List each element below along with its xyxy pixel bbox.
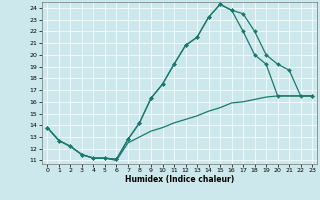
X-axis label: Humidex (Indice chaleur): Humidex (Indice chaleur) — [124, 175, 234, 184]
